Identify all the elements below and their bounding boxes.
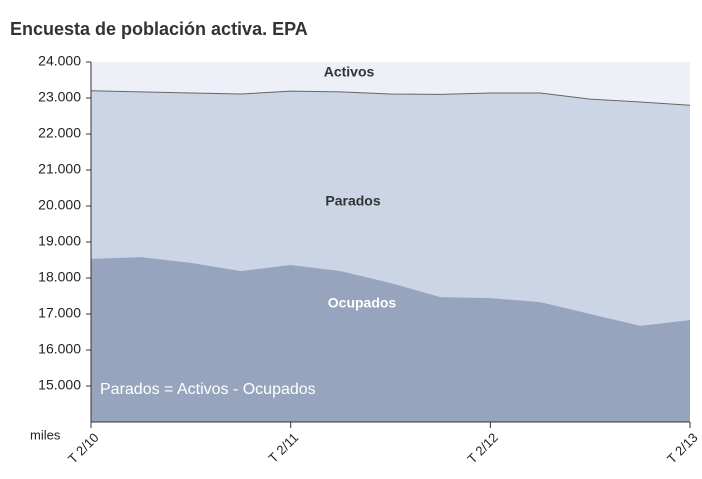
series-label: Activos (324, 64, 375, 80)
y-tick-label: 17.000 (38, 305, 81, 321)
chart-title: Encuesta de población activa. EPA (10, 19, 308, 39)
annotation: Parados (325, 193, 380, 209)
x-tick-label: T 2/10 (65, 430, 102, 467)
y-tick-label: 15.000 (38, 377, 81, 393)
y-tick-label: 18.000 (38, 269, 81, 285)
y-axis-label: miles (30, 427, 61, 442)
y-tick-label: 23.000 (38, 89, 81, 105)
series-label: Ocupados (328, 295, 397, 311)
y-tick-label: 19.000 (38, 233, 81, 249)
x-tick-label: T 2/12 (464, 430, 501, 467)
annotation: Parados = Activos - Ocupados (100, 381, 316, 398)
y-tick-label: 16.000 (38, 341, 81, 357)
x-tick-label: T 2/13 (664, 430, 701, 467)
y-tick-label: 20.000 (38, 197, 81, 213)
y-tick-label: 21.000 (38, 161, 81, 177)
area (91, 257, 690, 422)
y-tick-label: 24.000 (38, 53, 81, 69)
line (90, 90, 691, 106)
x-tick-label: T 2/11 (265, 430, 301, 466)
y-tick-label: 22.000 (38, 125, 81, 141)
